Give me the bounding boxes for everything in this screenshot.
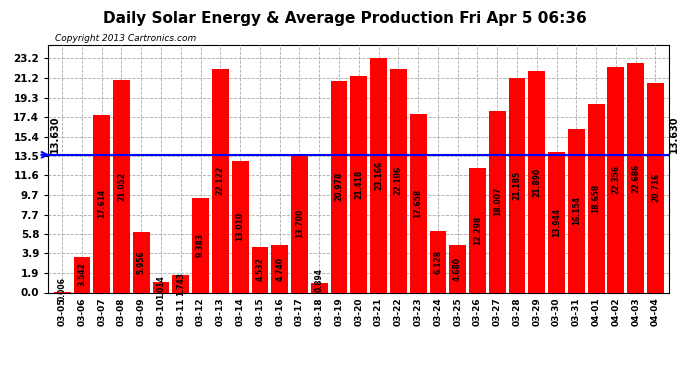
- Text: 12.298: 12.298: [473, 216, 482, 245]
- Text: 20.978: 20.978: [335, 172, 344, 201]
- Bar: [232, 161, 248, 292]
- Bar: [509, 78, 525, 292]
- Bar: [113, 80, 130, 292]
- Text: 22.106: 22.106: [394, 166, 403, 195]
- Bar: [351, 76, 367, 292]
- Bar: [172, 275, 189, 292]
- Bar: [647, 83, 664, 292]
- Text: 21.890: 21.890: [532, 167, 541, 196]
- Text: 4.532: 4.532: [255, 258, 264, 282]
- Text: 21.185: 21.185: [513, 171, 522, 200]
- Bar: [529, 71, 545, 292]
- Text: 0.894: 0.894: [315, 268, 324, 292]
- Text: 13.700: 13.700: [295, 209, 304, 238]
- Text: 22.122: 22.122: [216, 166, 225, 195]
- Bar: [449, 245, 466, 292]
- Bar: [568, 129, 584, 292]
- Bar: [548, 152, 565, 292]
- Text: 17.658: 17.658: [413, 189, 423, 218]
- Text: 13.630: 13.630: [50, 116, 60, 153]
- Bar: [152, 282, 170, 292]
- Text: 1.014: 1.014: [157, 276, 166, 299]
- Bar: [252, 247, 268, 292]
- Bar: [93, 115, 110, 292]
- Bar: [212, 69, 229, 292]
- Bar: [429, 231, 446, 292]
- Text: Daily Solar Energy & Average Production Fri Apr 5 06:36: Daily Solar Energy & Average Production …: [103, 11, 587, 26]
- Text: 22.686: 22.686: [631, 163, 640, 192]
- Text: 13.944: 13.944: [552, 207, 561, 237]
- Text: 4.680: 4.680: [453, 257, 462, 281]
- Text: 9.383: 9.383: [196, 233, 205, 257]
- Text: Copyright 2013 Cartronics.com: Copyright 2013 Cartronics.com: [55, 33, 196, 42]
- Text: 16.154: 16.154: [572, 196, 581, 225]
- Text: 13.010: 13.010: [236, 212, 245, 242]
- Bar: [331, 81, 348, 292]
- Bar: [291, 154, 308, 292]
- Bar: [74, 257, 90, 292]
- Text: 6.128: 6.128: [433, 249, 442, 273]
- Bar: [390, 69, 407, 292]
- Text: 22.356: 22.356: [611, 165, 620, 194]
- Bar: [627, 63, 644, 292]
- Bar: [271, 244, 288, 292]
- Bar: [489, 111, 506, 292]
- Text: 18.658: 18.658: [591, 184, 600, 213]
- Text: 20.716: 20.716: [651, 173, 660, 202]
- Text: 1.743: 1.743: [177, 272, 186, 296]
- Text: 5.956: 5.956: [137, 251, 146, 274]
- Text: 21.418: 21.418: [354, 170, 364, 199]
- Text: 3.542: 3.542: [77, 263, 86, 286]
- Text: 17.614: 17.614: [97, 189, 106, 218]
- Bar: [469, 168, 486, 292]
- Text: 4.740: 4.740: [275, 256, 284, 280]
- Bar: [193, 198, 209, 292]
- Text: 18.007: 18.007: [493, 187, 502, 216]
- Bar: [370, 58, 387, 292]
- Bar: [133, 232, 150, 292]
- Text: 0.006: 0.006: [58, 278, 67, 302]
- Bar: [607, 67, 624, 292]
- Bar: [310, 284, 328, 292]
- Bar: [410, 114, 426, 292]
- Text: 21.052: 21.052: [117, 172, 126, 201]
- Bar: [588, 104, 604, 292]
- Text: 13.630: 13.630: [669, 116, 679, 153]
- Text: 23.166: 23.166: [374, 161, 383, 190]
